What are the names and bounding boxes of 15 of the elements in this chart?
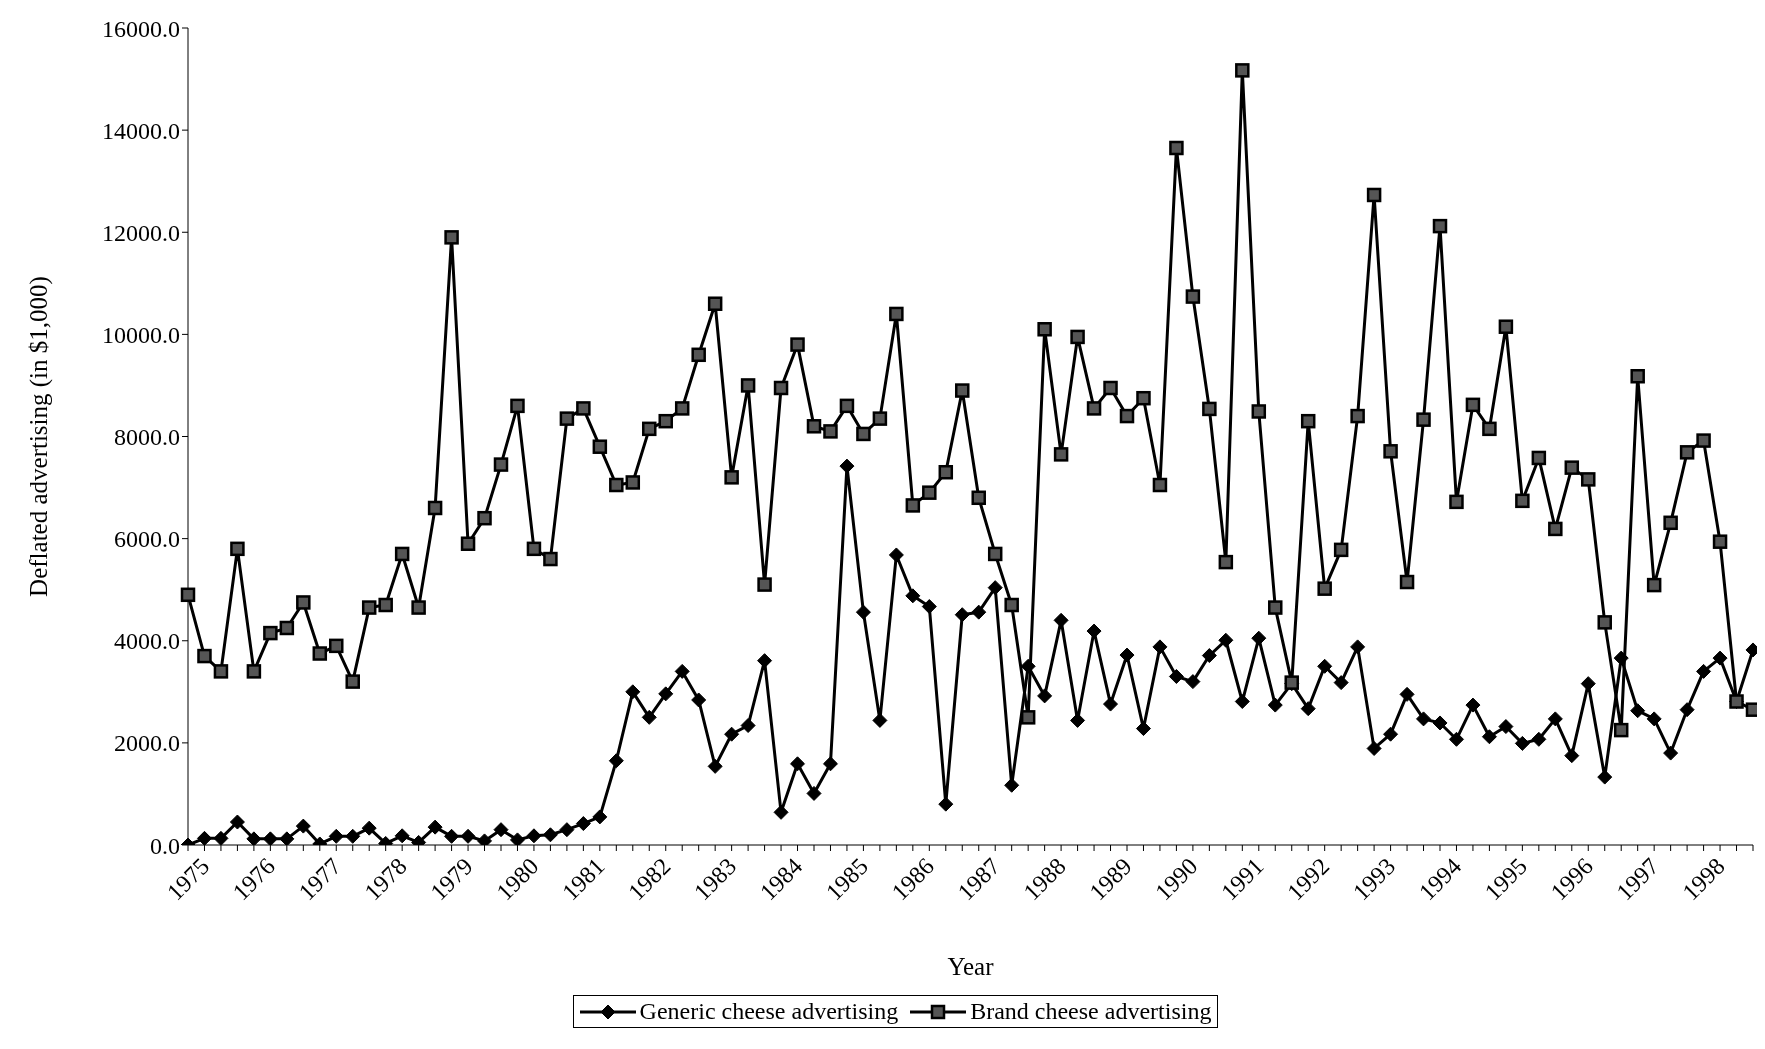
x-tick-label: 1991 (1216, 852, 1269, 906)
y-axis-title: Deflated advertising (in $1,000) (24, 276, 53, 597)
legend-label: Brand cheese advertising (970, 998, 1212, 1025)
legend-label: Generic cheese advertising (639, 998, 899, 1025)
y-tick-label: 12000.0 (102, 219, 180, 246)
x-tick-label: 1981 (557, 852, 610, 906)
y-tick-label: 0.0 (150, 832, 180, 859)
y-tick-label: 4000.0 (114, 628, 180, 655)
y-tick-label: 2000.0 (114, 730, 180, 757)
y-tick-label: 10000.0 (102, 321, 180, 348)
y-tick-label: 6000.0 (114, 526, 180, 553)
y-tick-label: 8000.0 (114, 424, 180, 451)
y-tick-label: 16000.0 (102, 15, 180, 42)
x-axis-title: Year (947, 953, 995, 980)
y-tick-label: 14000.0 (102, 117, 180, 144)
